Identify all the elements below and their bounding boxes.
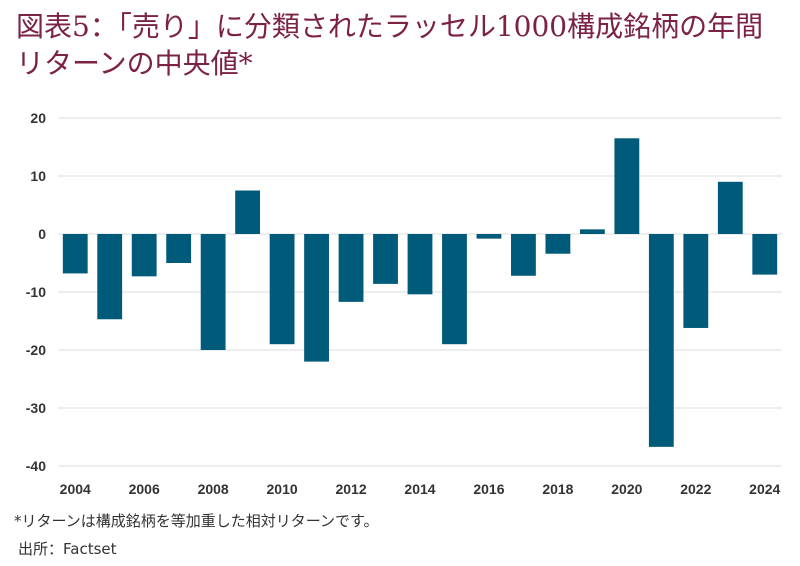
y-tick-label: 20 [30, 110, 46, 126]
bar-2005 [97, 234, 123, 320]
bar-2014 [407, 234, 433, 295]
x-tick-label: 2018 [542, 481, 573, 497]
x-tick-label: 2012 [335, 481, 366, 497]
bars [62, 138, 778, 447]
bar-2015 [442, 234, 467, 345]
bar-2024 [752, 234, 778, 275]
chart-title: 図表5：「売り」に分類されたラッセル1000構成銘柄の年間リターンの中央値* [16, 10, 764, 80]
y-tick-label: 10 [30, 168, 46, 184]
bar-2004 [62, 234, 88, 274]
bar-2007 [166, 234, 192, 263]
x-tick-label: 2016 [473, 481, 504, 497]
x-tick-label: 2008 [198, 481, 229, 497]
bar-2010 [269, 234, 295, 345]
bar-2021 [648, 234, 674, 447]
x-tick-label: 2006 [129, 481, 160, 497]
x-tick-label: 2024 [749, 481, 780, 497]
bar-2011 [304, 234, 329, 362]
x-tick-label: 2020 [611, 481, 642, 497]
y-tick-label: -10 [26, 284, 46, 300]
x-tick-label: 2004 [60, 481, 91, 497]
y-tick-label: -20 [26, 342, 46, 358]
footnote: *リターンは構成銘柄を等加重した相対リターンです。 [14, 512, 379, 530]
x-axis-ticks: 2004 2006 2008 2010 2012 2014 2016 2018 2020 2022… [60, 481, 781, 497]
bar-2019 [579, 229, 605, 234]
bar-2012 [338, 234, 364, 302]
bar-2022 [683, 234, 709, 328]
bar-2018 [545, 234, 571, 254]
y-tick-label: -30 [26, 400, 46, 416]
source-note: 出所：Factset [18, 540, 117, 558]
bar-2023 [717, 181, 743, 234]
bar-2006 [131, 234, 157, 277]
y-tick-label: -40 [26, 458, 46, 474]
bar-2017 [511, 234, 536, 276]
x-tick-label: 2010 [267, 481, 298, 497]
x-tick-label: 2014 [404, 481, 435, 497]
bar-2020 [614, 138, 640, 234]
x-tick-label: 2022 [680, 481, 711, 497]
bar-2013 [373, 234, 398, 284]
y-axis-ticks: 20 10 0 -10 -20 -30 -40 [26, 110, 46, 474]
bar-2016 [476, 234, 502, 239]
bar-2008 [200, 234, 226, 350]
y-tick-label: 0 [38, 226, 46, 242]
bar-2009 [235, 190, 261, 234]
